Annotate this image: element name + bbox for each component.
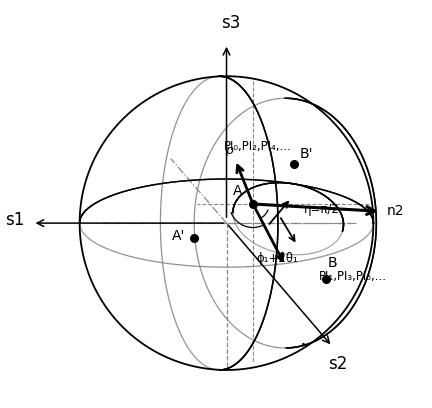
Text: B': B' bbox=[300, 147, 314, 162]
Text: n2: n2 bbox=[387, 204, 404, 218]
Text: A': A' bbox=[172, 229, 185, 243]
Text: p: p bbox=[226, 144, 233, 157]
Text: s3: s3 bbox=[221, 14, 241, 32]
Text: s1: s1 bbox=[5, 211, 25, 229]
Text: η=π/2: η=π/2 bbox=[305, 203, 340, 216]
Text: A: A bbox=[233, 184, 243, 198]
Text: B: B bbox=[328, 256, 337, 270]
Text: PI₀,PI₂,PI₄,...: PI₀,PI₂,PI₄,... bbox=[224, 140, 291, 153]
Text: s2: s2 bbox=[328, 355, 348, 373]
Text: PI₁,PI₃,PI₅,...: PI₁,PI₃,PI₅,... bbox=[319, 270, 387, 283]
Text: ϕ₁+2θ₁: ϕ₁+2θ₁ bbox=[256, 253, 298, 266]
